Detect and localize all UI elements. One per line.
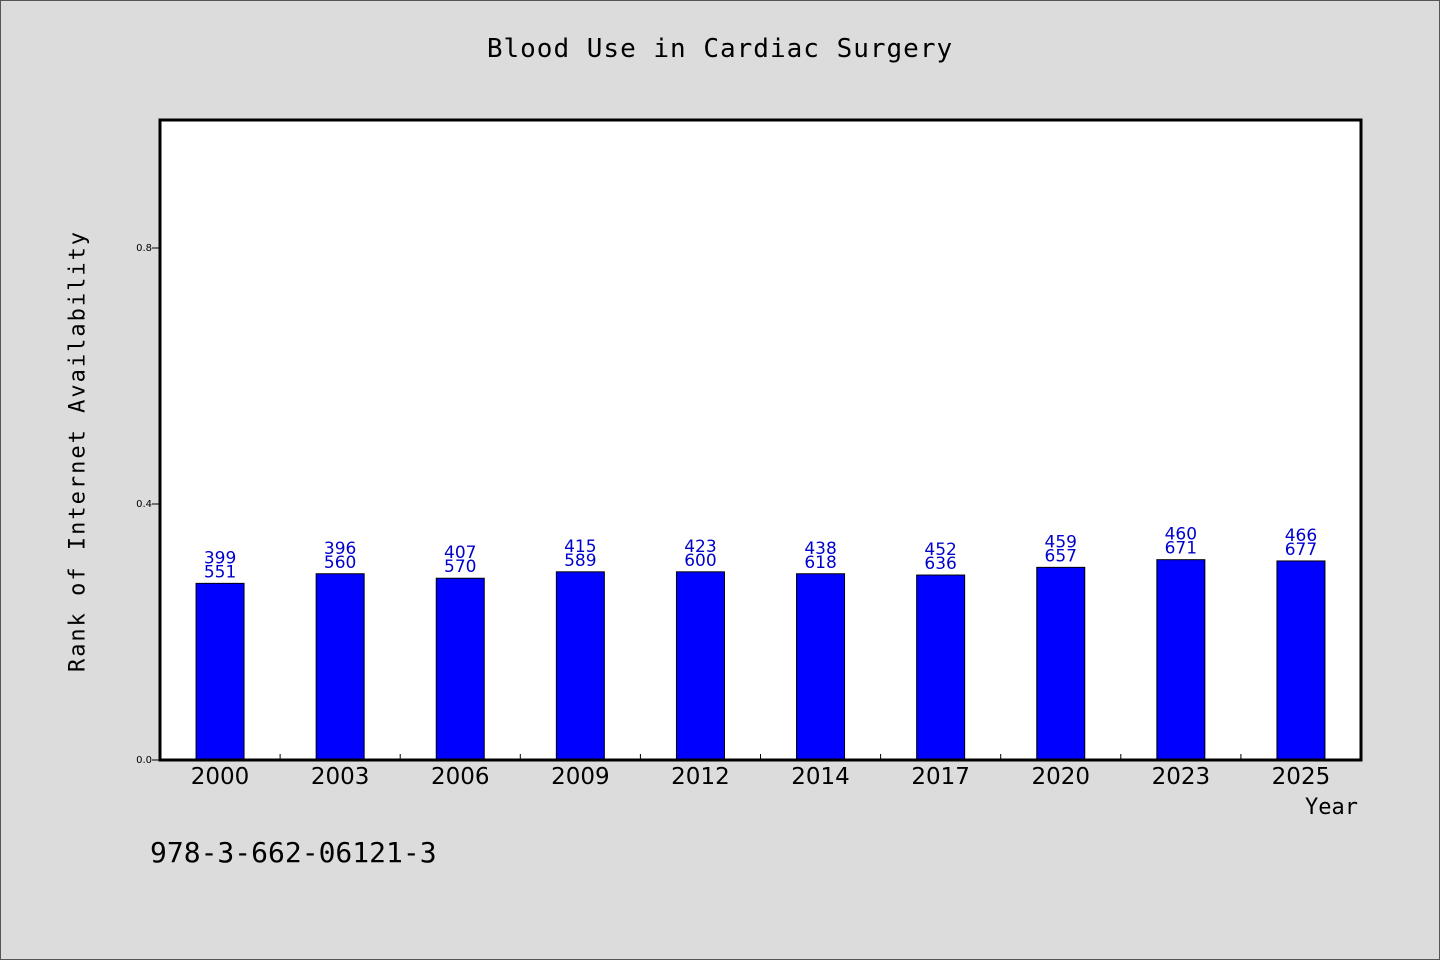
- data-label: 570: [444, 557, 476, 577]
- x-tick-label: 2012: [671, 764, 730, 790]
- x-tick-label: 2009: [551, 764, 610, 790]
- x-tick-label: 2017: [911, 764, 970, 790]
- data-label: 677: [1285, 540, 1317, 560]
- bar: [315, 573, 365, 761]
- bar: [1156, 559, 1206, 761]
- bar: [195, 582, 245, 761]
- data-label: 589: [564, 551, 596, 571]
- bar: [916, 574, 966, 761]
- data-label: 452: [924, 540, 956, 560]
- data-label: 438: [804, 539, 836, 559]
- y-tick-label: 0.8: [136, 243, 152, 254]
- plot-border: [158, 118, 1363, 762]
- bar: [1036, 566, 1086, 761]
- data-label: 636: [924, 554, 956, 574]
- data-label: 551: [204, 562, 236, 582]
- data-label: 459: [1045, 532, 1077, 552]
- y-tick-label: 0.4: [136, 499, 152, 510]
- x-tick-label: 2000: [191, 764, 250, 790]
- x-tick-label: 2025: [1272, 764, 1331, 790]
- data-label: 657: [1045, 546, 1077, 566]
- bar: [675, 571, 725, 761]
- x-tick-label: 2014: [791, 764, 850, 790]
- data-label: 560: [324, 553, 356, 573]
- data-label: 415: [564, 537, 596, 557]
- data-label: 399: [204, 548, 236, 568]
- data-label: 618: [804, 553, 836, 573]
- isbn-text: 978-3-662-06121-3: [150, 836, 437, 869]
- x-tick-label: 2023: [1152, 764, 1211, 790]
- y-tick-label: 0.0: [136, 755, 152, 766]
- data-label: 423: [684, 537, 716, 557]
- data-label: 407: [444, 543, 476, 563]
- x-axis-label: Year: [1305, 795, 1358, 820]
- bar: [1276, 560, 1326, 761]
- chart-title: Blood Use in Cardiac Surgery: [486, 34, 954, 64]
- bar: [435, 577, 485, 761]
- data-label: 671: [1165, 539, 1197, 559]
- x-tick-label: 2003: [311, 764, 370, 790]
- data-label: 466: [1285, 526, 1317, 546]
- bar: [796, 573, 846, 761]
- data-label: 460: [1165, 525, 1197, 545]
- x-tick-label: 2020: [1031, 764, 1090, 790]
- data-label: 396: [324, 539, 356, 559]
- bar: [555, 571, 605, 761]
- x-tick-label: 2006: [431, 764, 490, 790]
- data-label: 600: [684, 551, 716, 571]
